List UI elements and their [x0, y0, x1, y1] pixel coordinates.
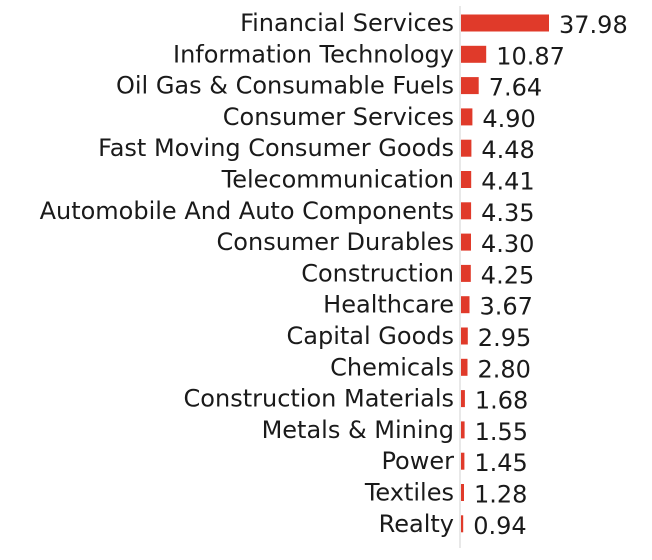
value-label: 4.25: [481, 261, 534, 289]
bar: [461, 139, 472, 157]
bar: [461, 14, 549, 32]
value-label: 1.68: [475, 387, 528, 415]
value-label: 0.94: [473, 512, 526, 540]
category-label: Telecommunication: [221, 166, 454, 194]
bar: [461, 108, 473, 126]
category-label: Information Technology: [173, 40, 454, 68]
bar: [461, 264, 471, 282]
category-labels-group: Financial Services Information Technology…: [40, 9, 455, 538]
bar: [461, 358, 468, 376]
bars-group: [461, 14, 549, 533]
bar: [461, 484, 464, 501]
bar: [461, 452, 465, 470]
value-label: 37.98: [559, 11, 628, 39]
value-label: 4.30: [481, 230, 534, 258]
category-label: Automobile And Auto Components: [40, 197, 454, 225]
bar: [461, 171, 472, 188]
bar: [461, 233, 471, 251]
value-labels-group: 37.98 10.87 7.64 4.90 4.48 4.41 4.35 4.30 4.25 3.…: [473, 11, 628, 540]
value-label: 4.48: [481, 136, 534, 164]
value-label: 2.80: [478, 355, 531, 383]
bar: [461, 390, 465, 408]
category-label: Capital Goods: [287, 322, 454, 350]
bar: [461, 421, 465, 439]
category-label: Metals & Mining: [262, 416, 454, 444]
value-label: 10.87: [496, 42, 565, 70]
category-label: Financial Services: [240, 9, 454, 37]
value-label: 2.95: [478, 324, 531, 352]
category-label: Oil Gas & Consumable Fuels: [116, 72, 454, 100]
category-label: Power: [381, 447, 454, 475]
category-label: Construction Materials: [184, 385, 454, 413]
value-label: 1.28: [474, 481, 527, 509]
bar: [461, 296, 470, 314]
bar: [461, 327, 468, 345]
value-label: 1.55: [475, 418, 528, 446]
value-label: 1.45: [474, 449, 527, 477]
category-label: Realty: [379, 510, 454, 538]
bar: [461, 202, 472, 220]
category-label: Construction: [301, 259, 454, 287]
value-label: 3.67: [480, 293, 533, 321]
category-label: Consumer Services: [223, 103, 454, 131]
bar: [461, 77, 479, 95]
bar: [461, 45, 487, 63]
value-label: 4.35: [481, 199, 534, 227]
category-label: Chemicals: [330, 353, 454, 381]
value-label: 4.90: [482, 105, 535, 133]
bar: [461, 515, 464, 533]
value-label: 4.41: [481, 168, 534, 196]
category-label: Consumer Durables: [217, 228, 454, 256]
value-label: 7.64: [489, 74, 542, 102]
category-label: Fast Moving Consumer Goods: [98, 134, 454, 162]
category-label: Textiles: [364, 479, 454, 507]
category-label: Healthcare: [323, 291, 454, 319]
